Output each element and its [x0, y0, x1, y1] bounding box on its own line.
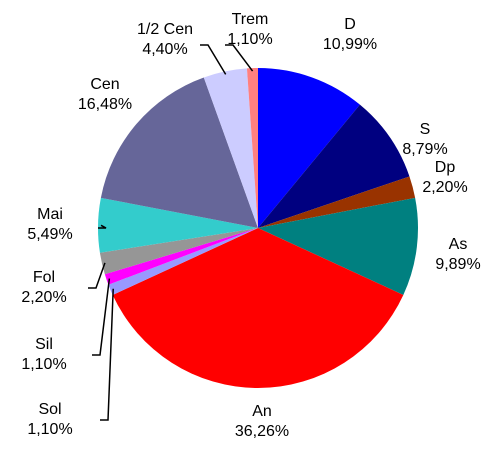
- slice-label: As: [449, 236, 468, 253]
- slice-label: Mai: [37, 206, 63, 223]
- slice-value-label: 5,49%: [27, 226, 72, 243]
- pie-slice: [203, 68, 258, 229]
- pie-slice: [104, 228, 259, 285]
- pie-slice: [108, 228, 258, 295]
- slice-value-label: 8,79%: [402, 141, 447, 158]
- pie-slice: [100, 77, 258, 228]
- leader-line: [88, 262, 106, 289]
- pie-slice: [258, 104, 410, 228]
- pie-slice: [112, 228, 404, 388]
- slice-label: Sil: [35, 336, 53, 353]
- slice-label: Trem: [232, 11, 269, 28]
- slice-label: 1/2 Cen: [137, 21, 193, 38]
- slice-label: Dp: [435, 159, 456, 176]
- slice-label: S: [420, 121, 431, 138]
- slice-value-label: 36,26%: [235, 423, 289, 440]
- leader-line: [100, 288, 114, 421]
- pie-slice: [258, 68, 360, 228]
- pie-slice: [98, 197, 258, 253]
- slice-value-label: 1,10%: [227, 31, 272, 48]
- slice-label: Cen: [90, 76, 119, 93]
- leader-line: [98, 224, 107, 229]
- pie-slice: [99, 228, 258, 275]
- slice-value-label: 10,99%: [323, 36, 377, 53]
- slice-value-label: 1,10%: [27, 421, 72, 438]
- pie-slice: [258, 197, 419, 295]
- pie-slice: [258, 176, 416, 228]
- leader-line: [200, 44, 227, 75]
- slice-value-label: 2,20%: [422, 179, 467, 196]
- slice-value-label: 2,20%: [21, 289, 66, 306]
- slice-value-label: 16,48%: [78, 96, 132, 113]
- slice-label: D: [344, 16, 356, 33]
- slice-label: An: [252, 403, 272, 420]
- slice-value-label: 4,40%: [142, 41, 187, 58]
- slice-value-label: 9,89%: [435, 256, 480, 273]
- pie-slice: [246, 68, 258, 228]
- slice-value-label: 1,10%: [21, 356, 66, 373]
- leader-line: [225, 44, 254, 72]
- slice-label: Fol: [33, 269, 55, 286]
- leader-line: [92, 278, 111, 356]
- slice-label: Sol: [38, 401, 61, 418]
